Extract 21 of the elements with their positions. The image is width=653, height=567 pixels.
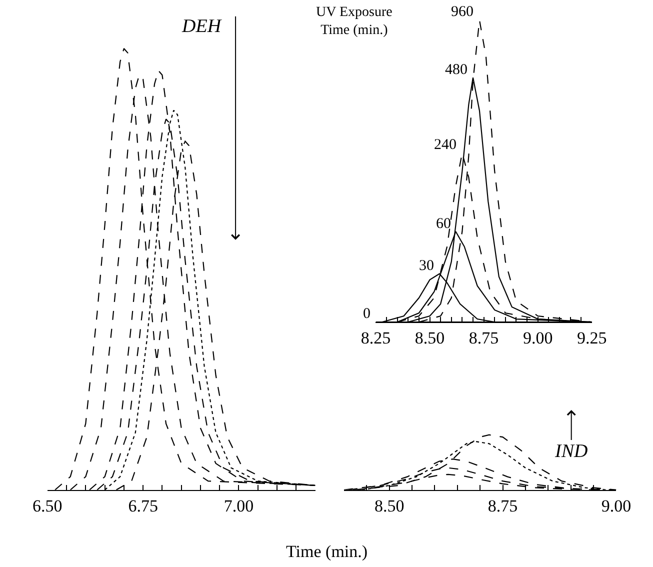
x-tick-label: 9.00 (601, 496, 632, 516)
series-label: 960 (451, 4, 474, 20)
x-tick-label: 8.25 (360, 328, 391, 348)
x-tick-label: 9.00 (522, 328, 553, 348)
x-tick-label: 7.00 (224, 496, 254, 516)
x-tick-label: 6.75 (128, 496, 158, 516)
x-tick-label: 8.75 (488, 496, 518, 516)
x-tick-label: 9.25 (577, 328, 607, 348)
series-label: 240 (434, 137, 456, 153)
series-label: 480 (445, 62, 468, 78)
x-tick-label: 8.75 (468, 328, 499, 348)
series-label: 60 (436, 216, 451, 232)
legend-label: 0 (363, 306, 370, 322)
annotation: IND (554, 441, 588, 462)
x-tick-label: 6.50 (32, 496, 62, 516)
text: DEH (181, 16, 222, 37)
x-tick-label: 8.50 (414, 328, 445, 348)
series-label: 30 (419, 258, 434, 274)
x-tick-label: 8.50 (374, 496, 404, 516)
chart-title: UV Exposure Time (min.) (316, 5, 392, 38)
x-axis-title: Time (min.) (286, 542, 368, 561)
